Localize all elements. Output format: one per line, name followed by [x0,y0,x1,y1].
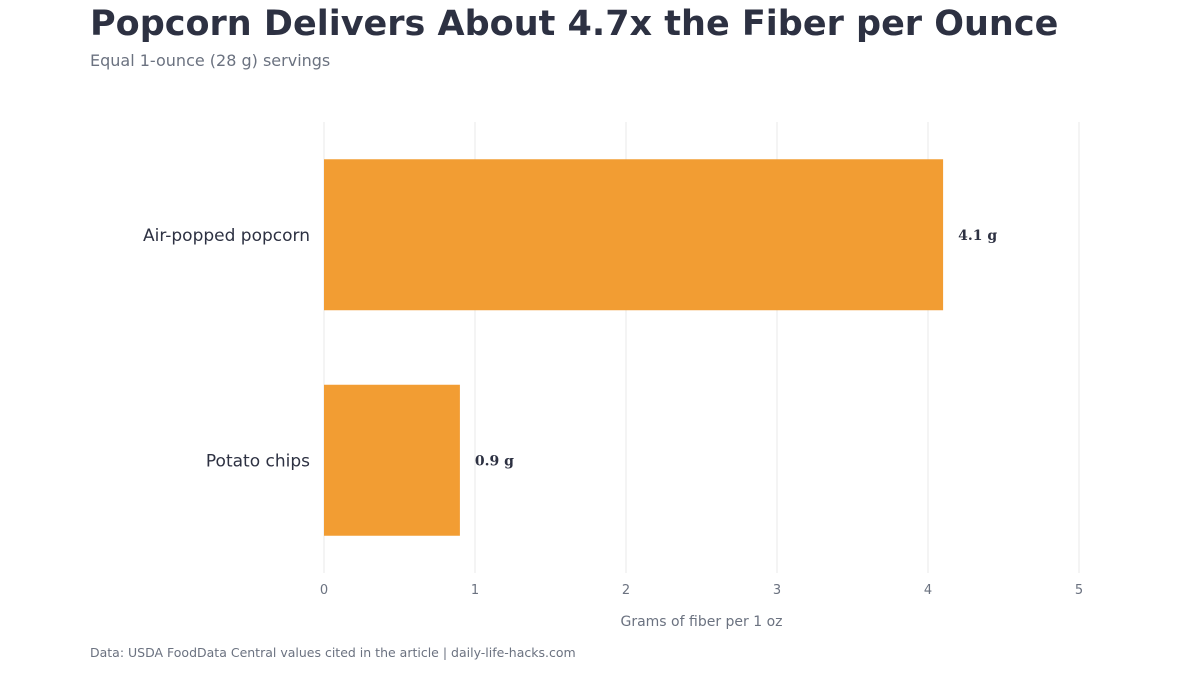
bars [324,159,944,536]
value-labels: 4.1 g 0.9 g [475,228,997,470]
chart-title: Popcorn Delivers About 4.7x the Fiber pe… [90,4,1059,44]
x-tick-label: 2 [622,583,630,598]
category-label: Air-popped popcorn [143,226,310,246]
x-tick-labels: 0 1 2 3 4 5 [320,583,1083,598]
bar-popcorn [324,159,944,311]
x-tick-label: 4 [924,583,932,598]
data-label: 0.9 g [475,453,514,469]
x-tick-label: 3 [773,583,781,598]
x-tick-label: 5 [1075,583,1083,598]
x-axis-title: Grams of fiber per 1 oz [620,614,782,630]
source-note: Data: USDA FoodData Central values cited… [90,645,576,660]
category-labels: Air-popped popcorn Potato chips [143,226,310,472]
chart-subtitle: Equal 1-ounce (28 g) servings [90,51,331,70]
x-tick-label: 0 [320,583,328,598]
bar-potato-chips [324,384,460,536]
data-label: 4.1 g [958,228,997,244]
category-label: Potato chips [206,451,310,471]
x-tick-label: 1 [471,583,479,598]
